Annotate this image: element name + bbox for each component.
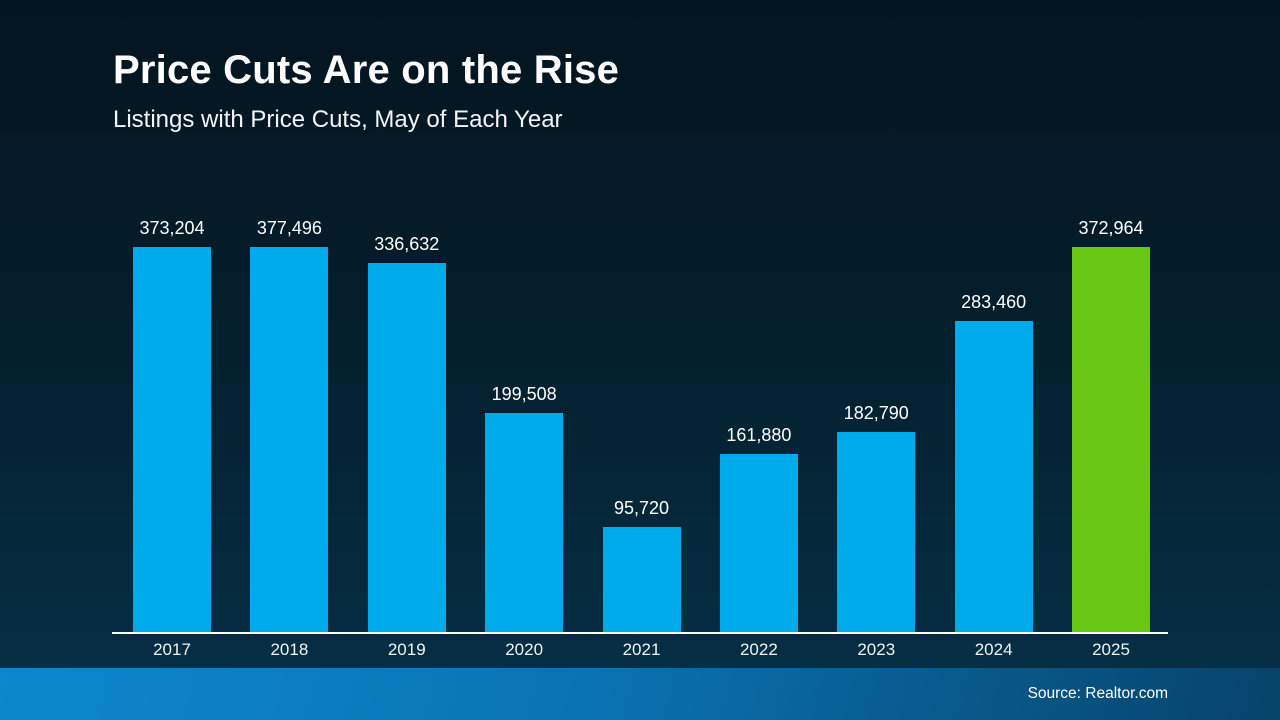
bar-value-label: 161,880 — [726, 425, 792, 445]
bar-column-2024: 283,460 — [954, 218, 1033, 632]
bar-column-2020: 199,508 — [485, 218, 564, 632]
bar-column-2017: 373,204 — [133, 218, 211, 632]
bar-value-label: 372,964 — [1078, 218, 1144, 238]
x-axis-label-2022: 2022 — [739, 640, 778, 659]
x-axis-labels: 2017 2018 2019 2020 2021 2022 2023 2024 2025 — [133, 640, 1150, 660]
bar-value-label: 336,632 — [374, 234, 440, 254]
x-axis-label-2018: 2018 — [270, 640, 309, 659]
x-axis-label-2025: 2025 — [1092, 640, 1130, 659]
bar-2019 — [367, 263, 446, 632]
chart-subtitle: Listings with Price Cuts, May of Each Ye… — [113, 106, 563, 133]
bar-value-label: 182,790 — [843, 403, 909, 423]
bar-2018 — [250, 247, 329, 632]
bar-2023 — [837, 432, 916, 632]
bar-2021 — [602, 527, 681, 632]
bar-column-2018: 377,496 — [250, 218, 329, 632]
x-axis-label-2023: 2023 — [857, 640, 896, 659]
x-axis-label-2024: 2024 — [974, 640, 1013, 659]
bar-column-2019: 336,632 — [367, 218, 446, 632]
x-axis-label-2017: 2017 — [153, 640, 191, 659]
chart-title: Price Cuts Are on the Rise — [113, 48, 620, 92]
bar-column-2023: 182,790 — [837, 218, 916, 632]
bar-2020 — [485, 413, 564, 632]
x-axis-label-2019: 2019 — [387, 640, 426, 659]
bar-2024 — [954, 321, 1033, 632]
x-axis-label-2021: 2021 — [622, 640, 661, 659]
source-attribution: Source: Realtor.com — [1027, 685, 1168, 702]
footer-band: Source: Realtor.com — [0, 668, 1280, 720]
bar-value-label: 373,204 — [139, 218, 205, 238]
bar-value-label: 283,460 — [961, 292, 1027, 312]
bar-chart-plot-area: 373,204 377,496 336,632 199,508 95,720 161,88… — [112, 218, 1168, 634]
bar-value-label: 377,496 — [256, 218, 322, 238]
bar-column-2025: 372,964 — [1072, 218, 1150, 632]
bar-2022 — [719, 454, 798, 632]
bar-value-label: 95,720 — [613, 498, 670, 518]
x-axis-label-2020: 2020 — [505, 640, 544, 659]
x-axis-line — [112, 632, 1168, 634]
bar-2017 — [133, 247, 211, 632]
bar-value-label: 199,508 — [491, 384, 557, 404]
bar-column-2022: 161,880 — [719, 218, 798, 632]
bar-column-2021: 95,720 — [602, 218, 681, 632]
bar-2025 — [1072, 247, 1150, 632]
bars-row: 373,204 377,496 336,632 199,508 95,720 161,88… — [133, 218, 1150, 632]
